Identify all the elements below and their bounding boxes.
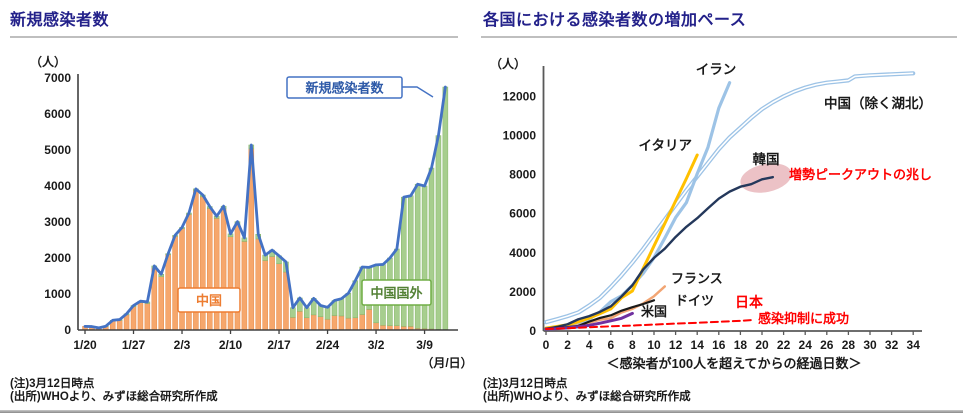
- svg-text:5000: 5000: [44, 143, 71, 157]
- svg-text:新規感染者数: 新規感染者数: [305, 81, 384, 96]
- left-note-source: (出所)WHOより、みずほ総合研究所作成: [10, 390, 218, 403]
- right-note-asof: (注)3月12日時点: [483, 378, 568, 390]
- svg-text:フランス: フランス: [671, 271, 723, 286]
- svg-text:32: 32: [885, 338, 899, 352]
- svg-text:1/20: 1/20: [73, 338, 97, 352]
- svg-text:1/27: 1/27: [122, 338, 146, 352]
- svg-text:2000: 2000: [44, 251, 71, 265]
- right-note-source: (出所)WHOより、みずほ総合研究所作成: [483, 390, 691, 403]
- svg-text:30: 30: [863, 338, 877, 352]
- svg-text:8000: 8000: [509, 168, 536, 182]
- svg-text:イラン: イラン: [696, 62, 737, 77]
- svg-text:6000: 6000: [509, 207, 536, 221]
- left-notes: (注)3月12日時点 (出所)WHOより、みずほ総合研究所作成: [10, 378, 218, 403]
- svg-text:26: 26: [820, 338, 834, 352]
- svg-text:22: 22: [777, 338, 791, 352]
- svg-text:（月/日）: （月/日）: [421, 355, 472, 370]
- svg-text:3/9: 3/9: [416, 338, 433, 352]
- series-韓国: [544, 175, 774, 331]
- svg-text:2: 2: [564, 338, 571, 352]
- svg-text:感染抑制に成功: 感染抑制に成功: [758, 311, 849, 326]
- svg-text:7000: 7000: [44, 71, 71, 85]
- svg-text:＜感染者が100人を超えてからの経過日数＞: ＜感染者が100人を超えてからの経過日数＞: [606, 356, 861, 371]
- svg-text:20: 20: [755, 338, 769, 352]
- left-chart-axes: 0 1000 2000 3000 4000 5000 6000 7000 （人） 1/20 1/27…: [30, 54, 473, 370]
- svg-text:28: 28: [842, 338, 856, 352]
- svg-text:中国: 中国: [196, 293, 222, 308]
- svg-text:中国国外: 中国国外: [370, 286, 422, 301]
- svg-text:34: 34: [907, 338, 921, 352]
- svg-text:24: 24: [799, 338, 813, 352]
- left-chart-svg: 0 1000 2000 3000 4000 5000 6000 7000 （人） 1/20 1/27…: [30, 54, 473, 370]
- svg-text:2000: 2000: [509, 285, 536, 299]
- svg-text:日本: 日本: [735, 294, 764, 310]
- svg-text:中国（除く湖北）: 中国（除く湖北）: [824, 95, 932, 111]
- svg-text:4: 4: [586, 338, 593, 352]
- svg-text:2/17: 2/17: [267, 338, 291, 352]
- svg-text:0: 0: [529, 324, 536, 338]
- left-chart-total-line: [83, 85, 447, 330]
- svg-text:12: 12: [669, 338, 683, 352]
- left-chart-title: 新規感染者数: [10, 12, 110, 29]
- svg-text:2/10: 2/10: [219, 338, 243, 352]
- svg-text:8: 8: [629, 338, 636, 352]
- svg-text:16: 16: [712, 338, 726, 352]
- svg-text:4000: 4000: [509, 246, 536, 260]
- svg-text:2/3: 2/3: [174, 338, 191, 352]
- right-chart-series: [543, 71, 916, 331]
- svg-text:10000: 10000: [503, 129, 537, 143]
- left-title-underline: [10, 36, 458, 38]
- series-日本: [545, 319, 753, 330]
- svg-text:米国: 米国: [641, 304, 667, 319]
- svg-text:3000: 3000: [44, 215, 71, 229]
- svg-text:0: 0: [543, 338, 550, 352]
- svg-text:6: 6: [607, 338, 614, 352]
- svg-text:14: 14: [691, 338, 705, 352]
- svg-text:6000: 6000: [44, 107, 71, 121]
- svg-text:18: 18: [734, 338, 748, 352]
- svg-text:12000: 12000: [503, 89, 537, 103]
- svg-text:イタリア: イタリア: [639, 138, 692, 153]
- svg-text:（人）: （人）: [490, 56, 526, 71]
- svg-text:（人）: （人）: [30, 54, 66, 69]
- right-notes: (注)3月12日時点 (出所)WHOより、みずほ総合研究所作成: [483, 378, 691, 403]
- svg-text:4000: 4000: [44, 179, 71, 193]
- footer-rule: [0, 410, 963, 413]
- svg-text:10: 10: [647, 338, 661, 352]
- svg-text:2/24: 2/24: [316, 338, 340, 352]
- svg-text:1000: 1000: [44, 287, 71, 301]
- svg-text:0: 0: [64, 323, 71, 337]
- svg-text:3/2: 3/2: [368, 338, 385, 352]
- svg-text:ドイツ: ドイツ: [675, 293, 714, 308]
- svg-text:増勢ピークアウトの兆し: 増勢ピークアウトの兆し: [789, 167, 932, 182]
- right-title-underline: [481, 36, 957, 38]
- left-note-asof: (注)3月12日時点: [10, 378, 95, 390]
- svg-text:韓国: 韓国: [753, 151, 780, 167]
- right-chart-title: 各国における感染者数の増加ペース: [483, 12, 747, 29]
